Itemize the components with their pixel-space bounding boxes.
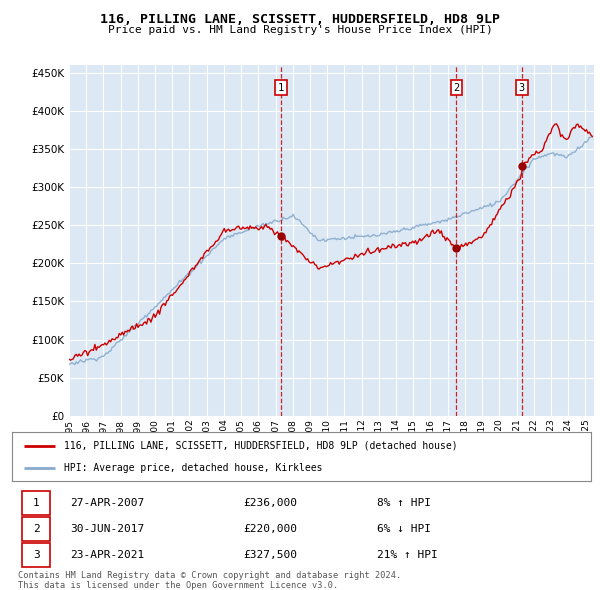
Text: £327,500: £327,500 [244,550,298,560]
Text: Price paid vs. HM Land Registry's House Price Index (HPI): Price paid vs. HM Land Registry's House … [107,25,493,35]
Text: 23-APR-2021: 23-APR-2021 [70,550,144,560]
Text: HPI: Average price, detached house, Kirklees: HPI: Average price, detached house, Kirk… [64,463,323,473]
Text: 1: 1 [33,498,40,507]
Text: 6% ↓ HPI: 6% ↓ HPI [377,524,431,534]
Text: This data is licensed under the Open Government Licence v3.0.: This data is licensed under the Open Gov… [18,581,338,589]
Text: 3: 3 [33,550,40,560]
Text: 21% ↑ HPI: 21% ↑ HPI [377,550,437,560]
Text: 116, PILLING LANE, SCISSETT, HUDDERSFIELD, HD8 9LP: 116, PILLING LANE, SCISSETT, HUDDERSFIEL… [100,13,500,26]
Text: 30-JUN-2017: 30-JUN-2017 [70,524,144,534]
Text: 116, PILLING LANE, SCISSETT, HUDDERSFIELD, HD8 9LP (detached house): 116, PILLING LANE, SCISSETT, HUDDERSFIEL… [64,441,458,451]
Text: 27-APR-2007: 27-APR-2007 [70,498,144,507]
Text: £220,000: £220,000 [244,524,298,534]
Text: Contains HM Land Registry data © Crown copyright and database right 2024.: Contains HM Land Registry data © Crown c… [18,571,401,579]
Text: 2: 2 [33,524,40,534]
FancyBboxPatch shape [22,543,50,567]
FancyBboxPatch shape [22,517,50,541]
FancyBboxPatch shape [22,491,50,514]
Text: 1: 1 [278,83,284,93]
Text: £236,000: £236,000 [244,498,298,507]
Text: 2: 2 [453,83,460,93]
Text: 3: 3 [519,83,525,93]
Text: 8% ↑ HPI: 8% ↑ HPI [377,498,431,507]
